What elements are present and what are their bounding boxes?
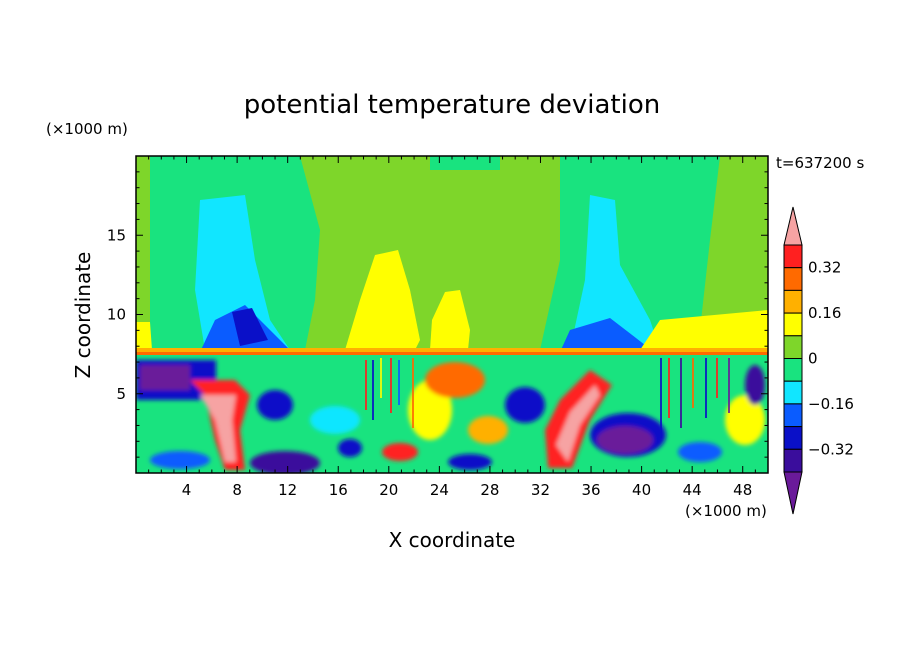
colorbar-min-arrow bbox=[783, 471, 803, 515]
colorbar-box bbox=[783, 312, 803, 337]
colorbar-box bbox=[783, 289, 803, 314]
x-tick-label: 48 bbox=[733, 481, 752, 499]
colorbar-box bbox=[783, 267, 803, 291]
colorbar-label: 0 bbox=[808, 350, 818, 368]
x-tick-label: 32 bbox=[531, 481, 550, 499]
x-tick-label: 4 bbox=[182, 481, 192, 499]
colorbar: 0.32 0.16 0 −0.16 −0.32 bbox=[783, 206, 854, 515]
time-label: t=637200 s bbox=[776, 154, 864, 172]
x-tick-label: 16 bbox=[329, 481, 348, 499]
colorbar-label: 0.16 bbox=[808, 304, 841, 322]
y-tick-label: 10 bbox=[107, 306, 126, 324]
colorbar-box bbox=[783, 403, 803, 428]
y-tick-label: 5 bbox=[116, 385, 126, 403]
colorbar-label: −0.32 bbox=[808, 440, 854, 458]
colorbar-box bbox=[783, 244, 803, 269]
x-tick-label: 44 bbox=[683, 481, 702, 499]
colorbar-box bbox=[783, 335, 803, 359]
x-tick-label: 24 bbox=[430, 481, 449, 499]
x-tick-label: 12 bbox=[278, 481, 297, 499]
contour-field bbox=[136, 156, 768, 473]
x-axis-label: X coordinate bbox=[389, 528, 516, 552]
x-axis: 4 8 12 16 20 24 28 32 36 40 44 48 bbox=[148, 156, 756, 499]
x-tick-label: 40 bbox=[632, 481, 651, 499]
y-tick-label: 15 bbox=[107, 226, 126, 244]
x-tick-label: 8 bbox=[232, 481, 242, 499]
colorbar-label: −0.16 bbox=[808, 395, 854, 413]
colorbar-box bbox=[783, 380, 803, 405]
colorbar-box bbox=[783, 358, 803, 382]
y-axis-label: Z coordinate bbox=[71, 252, 95, 379]
x-tick-label: 36 bbox=[581, 481, 600, 499]
y-axis: 5 10 15 bbox=[107, 171, 768, 458]
x-tick-label: 28 bbox=[480, 481, 499, 499]
chart-title: potential temperature deviation bbox=[244, 90, 660, 120]
y-axis-unit: (×1000 m) bbox=[46, 120, 128, 138]
colorbar-label: 0.32 bbox=[808, 259, 841, 277]
colorbar-max-arrow bbox=[783, 206, 803, 246]
colorbar-box bbox=[783, 426, 803, 450]
x-tick-label: 20 bbox=[379, 481, 398, 499]
colorbar-box bbox=[783, 448, 803, 473]
x-axis-unit: (×1000 m) bbox=[685, 502, 767, 520]
